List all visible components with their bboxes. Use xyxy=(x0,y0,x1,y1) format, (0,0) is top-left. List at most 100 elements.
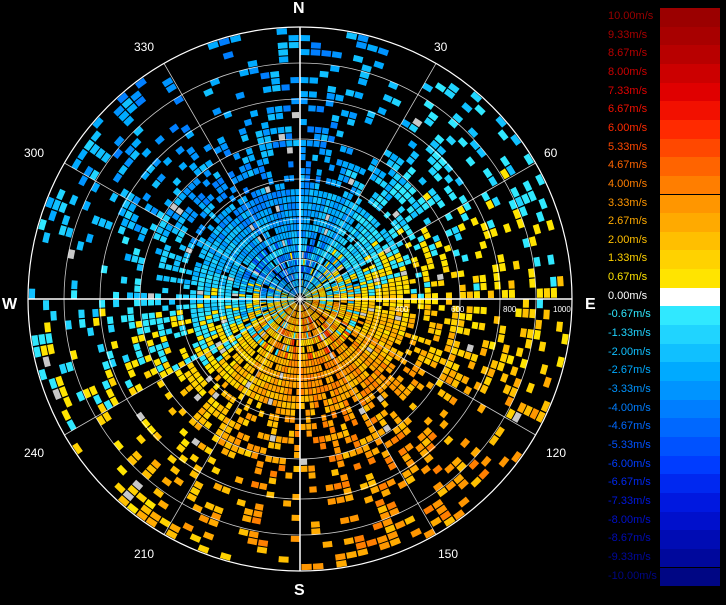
velocity-cell xyxy=(386,322,393,328)
velocity-cell xyxy=(524,338,533,349)
velocity-cell xyxy=(499,325,507,334)
velocity-cell xyxy=(458,496,470,508)
velocity-cell xyxy=(335,348,342,355)
legend-row: 8.67m/s xyxy=(606,45,720,64)
velocity-cell xyxy=(212,382,221,391)
velocity-cell xyxy=(213,317,220,322)
velocity-cell xyxy=(339,197,346,205)
velocity-cell xyxy=(285,232,289,239)
velocity-cell xyxy=(237,376,245,384)
velocity-cell xyxy=(323,384,329,392)
velocity-cell xyxy=(268,306,275,309)
velocity-cell xyxy=(348,364,355,372)
velocity-cell xyxy=(258,252,265,259)
velocity-cell xyxy=(312,225,316,232)
velocity-cell xyxy=(236,416,245,425)
velocity-cell xyxy=(358,167,367,176)
velocity-cell xyxy=(132,195,141,205)
compass-west: W xyxy=(2,296,18,313)
velocity-cell xyxy=(113,135,125,147)
velocity-cell xyxy=(366,234,374,241)
velocity-cell xyxy=(202,411,212,420)
velocity-cell xyxy=(267,296,274,298)
velocity-cell xyxy=(326,237,332,244)
velocity-cell xyxy=(432,193,442,203)
velocity-cell xyxy=(300,395,305,402)
velocity-cell xyxy=(215,355,223,362)
velocity-cell xyxy=(309,367,313,374)
velocity-cell xyxy=(336,158,343,167)
velocity-cell xyxy=(286,331,290,338)
velocity-cell xyxy=(314,401,320,408)
velocity-cell xyxy=(235,333,242,340)
velocity-cell xyxy=(293,465,300,473)
velocity-cell xyxy=(29,288,36,299)
velocity-cell xyxy=(177,315,184,321)
velocity-cell xyxy=(305,296,312,299)
velocity-cell xyxy=(316,343,321,350)
velocity-cell xyxy=(315,283,322,288)
velocity-cell xyxy=(296,311,298,318)
velocity-cell xyxy=(142,319,150,327)
velocity-cell xyxy=(120,217,130,228)
velocity-cell xyxy=(248,313,255,318)
velocity-cell xyxy=(232,352,239,360)
velocity-cell xyxy=(338,212,344,219)
velocity-cell xyxy=(274,442,281,450)
velocity-cell xyxy=(281,303,288,306)
velocity-cell xyxy=(264,455,273,463)
velocity-cell xyxy=(273,251,278,258)
velocity-cell xyxy=(118,164,128,176)
legend-swatch xyxy=(660,381,720,400)
velocity-cell xyxy=(237,198,244,206)
velocity-cell xyxy=(550,287,557,298)
velocity-cell xyxy=(204,287,211,292)
velocity-cell xyxy=(370,325,378,330)
velocity-cell xyxy=(312,303,318,307)
velocity-cell xyxy=(340,334,347,340)
velocity-cell xyxy=(361,238,368,246)
velocity-cell xyxy=(300,153,306,161)
velocity-cell xyxy=(308,308,314,313)
velocity-cell xyxy=(480,365,489,375)
velocity-cell xyxy=(325,307,332,311)
legend-row: 7.33m/s xyxy=(606,82,720,102)
velocity-cell xyxy=(146,425,157,435)
velocity-cell xyxy=(365,434,374,443)
velocity-cell xyxy=(335,218,341,226)
velocity-cell xyxy=(282,279,288,285)
velocity-cell xyxy=(285,189,291,196)
velocity-cell xyxy=(395,311,403,317)
velocity-cell xyxy=(452,340,461,349)
velocity-cell xyxy=(327,497,337,506)
velocity-cell xyxy=(329,335,335,342)
velocity-cell xyxy=(308,309,313,314)
velocity-cell xyxy=(371,350,379,357)
velocity-cell xyxy=(63,396,73,408)
velocity-cell xyxy=(185,384,194,393)
velocity-cell xyxy=(205,336,213,343)
velocity-cell xyxy=(345,253,352,259)
velocity-cell xyxy=(247,309,254,313)
velocity-cell xyxy=(165,529,178,540)
velocity-cell xyxy=(255,311,262,316)
velocity-cell xyxy=(481,339,490,349)
velocity-cell xyxy=(254,268,261,274)
velocity-cell xyxy=(282,197,287,204)
velocity-cell xyxy=(338,220,345,227)
velocity-cell xyxy=(180,438,190,448)
velocity-cell xyxy=(184,279,191,285)
legend-row: -9.33m/s xyxy=(606,548,720,568)
legend-swatch xyxy=(660,418,720,437)
velocity-cell xyxy=(317,256,322,263)
velocity-cell xyxy=(352,386,360,394)
velocity-cell xyxy=(424,338,432,346)
velocity-cell xyxy=(344,199,351,207)
velocity-cell xyxy=(334,357,341,364)
velocity-cell xyxy=(345,374,352,382)
velocity-cell xyxy=(312,314,317,320)
velocity-cell xyxy=(121,199,131,209)
velocity-cell xyxy=(349,355,356,362)
velocity-cell xyxy=(339,353,346,361)
velocity-cell xyxy=(275,326,281,332)
